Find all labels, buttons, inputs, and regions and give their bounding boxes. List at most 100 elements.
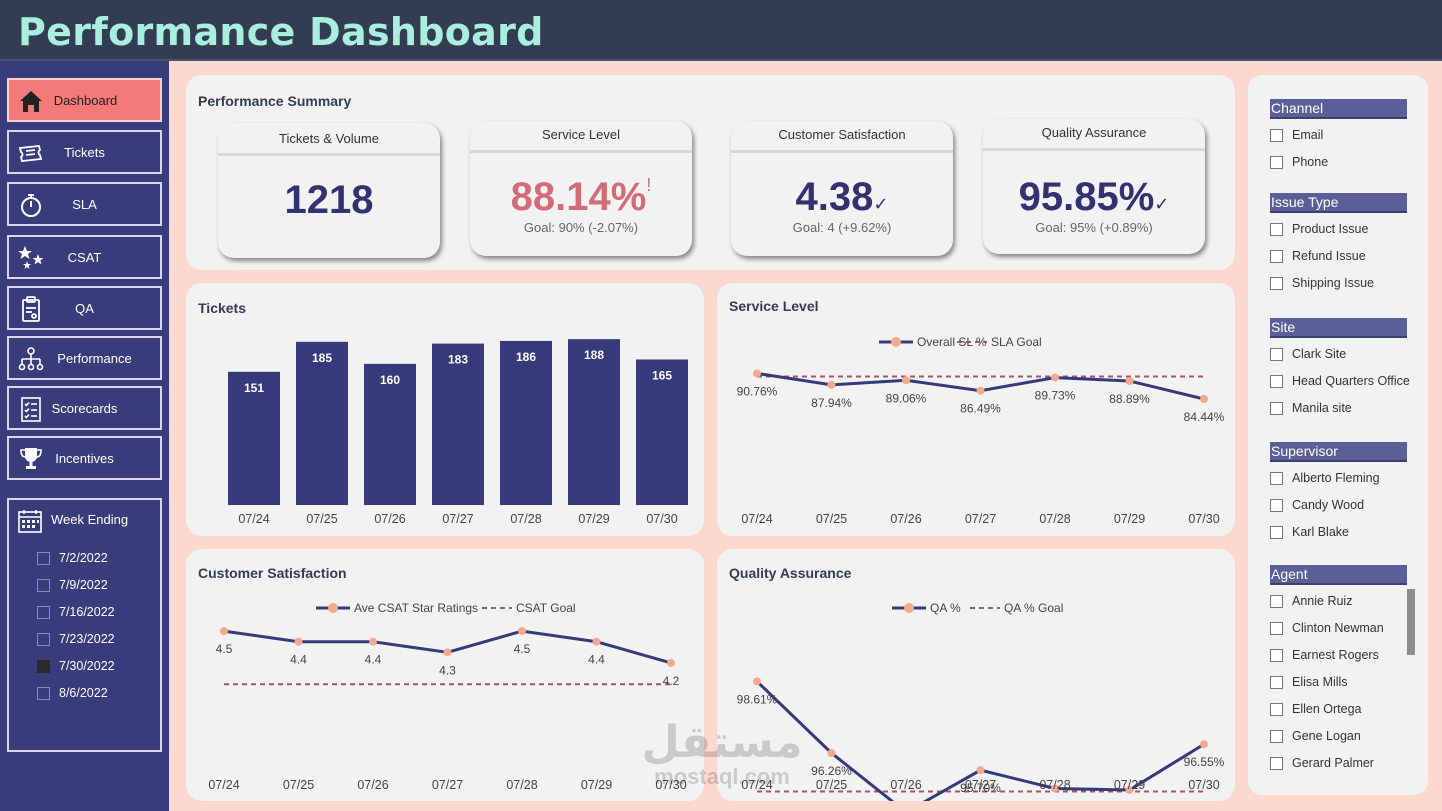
qa-chart-title: Quality Assurance: [729, 565, 852, 581]
x-tick-label: 07/29: [578, 512, 609, 526]
data-label: 90.76%: [737, 384, 778, 398]
week-option-label: 7/2/2022: [59, 551, 108, 565]
nav-tickets-label: Tickets: [64, 144, 105, 160]
nav-scorecards-label: Scorecards: [51, 400, 118, 416]
filter-option[interactable]: Candy Wood: [1270, 496, 1364, 514]
filter-option[interactable]: Head Quarters Office: [1270, 372, 1410, 390]
filter-option[interactable]: Shipping Issue: [1270, 274, 1374, 292]
nav-performance-label: Performance: [57, 350, 132, 366]
org-chart-icon: [18, 347, 44, 371]
x-tick-label: 07/28: [1039, 778, 1070, 792]
filter-option[interactable]: Product Issue: [1270, 220, 1368, 238]
ticket-icon: [18, 145, 43, 162]
checkbox-checked[interactable]: [37, 659, 50, 673]
csat-chart-card: Customer Satisfaction Ave CSAT Star Rati…: [186, 549, 704, 801]
week-option-selected[interactable]: 7/30/2022: [37, 656, 115, 676]
checkbox[interactable]: [1270, 401, 1283, 415]
nav-csat-button[interactable]: CSAT: [7, 235, 162, 279]
checkbox[interactable]: [37, 551, 50, 565]
filter-option-label: Email: [1292, 128, 1324, 142]
checkbox[interactable]: [1270, 155, 1283, 169]
watermark-logo: مستقل mostaql.com: [632, 720, 812, 790]
filter-option-label: Gerard Palmer: [1292, 756, 1374, 770]
checkbox[interactable]: [1270, 374, 1283, 388]
filter-option[interactable]: Email: [1270, 126, 1323, 144]
data-label: 4.5: [514, 642, 531, 656]
nav-scorecards-button[interactable]: Scorecards: [7, 386, 162, 430]
filter-option[interactable]: Phone: [1270, 153, 1328, 171]
filter-option[interactable]: Refund Issue: [1270, 247, 1366, 265]
checkbox[interactable]: [1270, 675, 1283, 689]
filter-option[interactable]: Alberto Fleming: [1270, 469, 1380, 487]
checkbox[interactable]: [1270, 702, 1283, 716]
watermark-sub: mostaql.com: [654, 764, 790, 789]
nav-qa-button[interactable]: QA: [7, 286, 162, 330]
data-point: [220, 627, 228, 636]
nav-dashboard-label: Dashboard: [53, 92, 118, 108]
divider: [983, 148, 1205, 151]
data-label: 186: [516, 350, 536, 364]
filter-option[interactable]: Manila site: [1270, 399, 1352, 417]
data-label: 86.49%: [960, 402, 1001, 416]
checkbox[interactable]: [1270, 525, 1283, 539]
filter-option[interactable]: Clinton Newman: [1270, 619, 1384, 637]
legend-marker: [891, 337, 901, 347]
filter-option-label: Head Quarters Office: [1292, 374, 1410, 388]
kpi-value: 4.38: [795, 175, 874, 219]
week-option[interactable]: 7/9/2022: [37, 575, 108, 595]
checkbox[interactable]: [1270, 347, 1283, 361]
checkbox[interactable]: [1270, 276, 1283, 290]
week-option-label: 7/30/2022: [59, 659, 115, 673]
agent-list-scrollbar[interactable]: [1407, 589, 1415, 655]
data-point: [1200, 740, 1208, 749]
checkbox[interactable]: [1270, 498, 1283, 512]
week-option[interactable]: 7/23/2022: [37, 629, 115, 649]
clipboard-icon: [22, 296, 40, 322]
checkbox[interactable]: [1270, 621, 1283, 635]
nav-tickets-button[interactable]: Tickets: [7, 130, 162, 174]
checkbox[interactable]: [37, 632, 50, 646]
checkbox[interactable]: [1270, 729, 1283, 743]
bar: [432, 343, 484, 505]
checkbox[interactable]: [37, 686, 50, 700]
kpi-value: 88.14%: [510, 175, 647, 219]
nav-performance-button[interactable]: Performance: [7, 336, 162, 380]
data-label: 96.55%: [1184, 755, 1225, 769]
x-tick-label: 07/30: [1188, 778, 1219, 792]
tickets-chart-card: Tickets 151 07/24 185 07/25 160 07/26 183 07/27…: [186, 283, 704, 536]
data-point: [1051, 784, 1059, 793]
calendar-icon: [18, 510, 42, 533]
nav-incentives-button[interactable]: Incentives: [7, 436, 162, 480]
legend-label: QA %: [930, 601, 961, 615]
checkbox[interactable]: [1270, 128, 1283, 142]
filter-option[interactable]: Annie Ruiz: [1270, 592, 1352, 610]
data-label: 165: [652, 368, 672, 382]
bar: [636, 359, 688, 505]
x-tick-label: 07/27: [432, 778, 463, 792]
checkbox[interactable]: [1270, 756, 1283, 770]
filter-option[interactable]: Earnest Rogers: [1270, 646, 1379, 664]
week-option[interactable]: 7/2/2022: [37, 548, 108, 568]
x-tick-label: 07/26: [890, 778, 921, 792]
checkbox[interactable]: [1270, 648, 1283, 662]
filter-option[interactable]: Gene Logan: [1270, 727, 1361, 745]
filter-option[interactable]: Elisa Mills: [1270, 673, 1348, 691]
legend-label: Ave CSAT Star Ratings: [354, 601, 478, 615]
filter-option[interactable]: Gerard Palmer: [1270, 754, 1374, 772]
checkbox[interactable]: [37, 578, 50, 592]
filter-option[interactable]: Karl Blake: [1270, 523, 1349, 541]
filter-option[interactable]: Ellen Ortega: [1270, 700, 1361, 718]
nav-sla-button[interactable]: SLA: [7, 182, 162, 226]
week-option[interactable]: 7/16/2022: [37, 602, 115, 622]
data-point: [753, 369, 761, 378]
checkbox[interactable]: [1270, 471, 1283, 485]
filter-option[interactable]: Clark Site: [1270, 345, 1346, 363]
data-point: [976, 386, 985, 395]
week-option[interactable]: 8/6/2022: [37, 683, 108, 703]
checkbox[interactable]: [37, 605, 50, 619]
checkbox[interactable]: [1270, 594, 1283, 608]
checkbox[interactable]: [1270, 249, 1283, 263]
nav-dashboard-button[interactable]: Dashboard: [7, 78, 162, 122]
filter-option-label: Phone: [1292, 155, 1329, 169]
checkbox[interactable]: [1270, 222, 1283, 236]
